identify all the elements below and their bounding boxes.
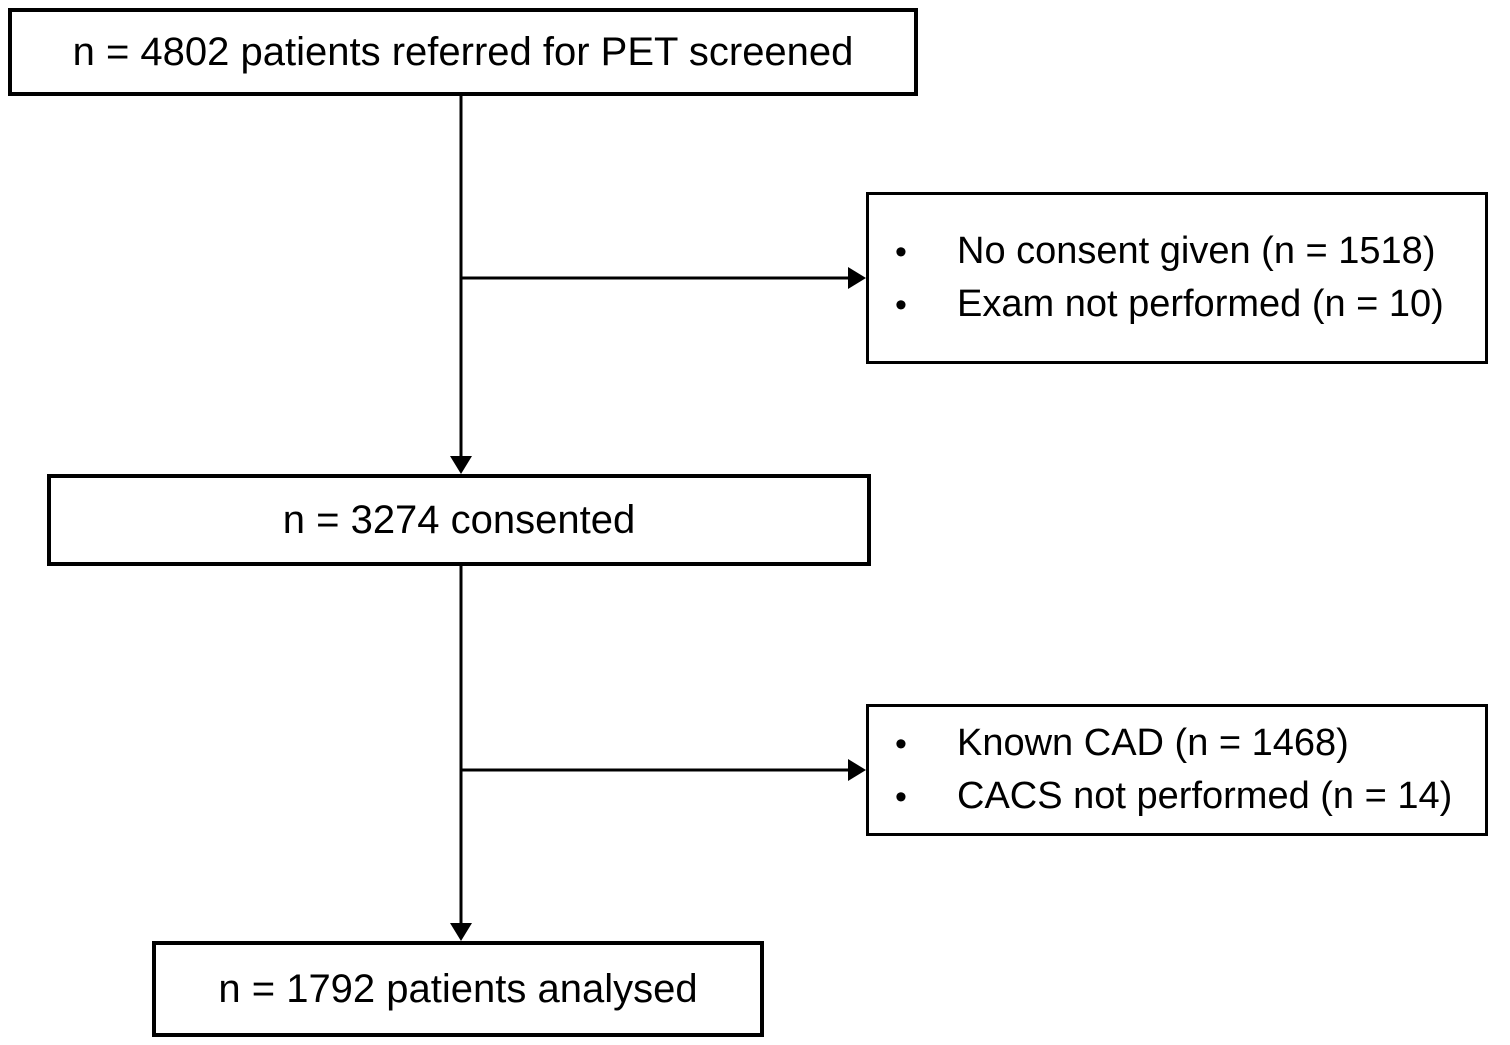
- exclusion-cacs-not-performed-label: CACS not performed (n = 14): [957, 775, 1453, 817]
- bullet-icon: •: [895, 725, 907, 763]
- list-item: • No consent given (n = 1518): [891, 225, 1475, 278]
- bullet-icon: •: [895, 233, 907, 271]
- bullet-icon: •: [895, 286, 907, 324]
- exclusion-known-cad-label: Known CAD (n = 1468): [957, 722, 1349, 764]
- analysed-box: n = 1792 patients analysed: [152, 941, 764, 1037]
- arrowhead-right-to-pre-consent-exclusions-icon: [848, 267, 866, 289]
- list-item: • Known CAD (n = 1468): [891, 717, 1475, 770]
- list-item: • CACS not performed (n = 14): [891, 770, 1475, 823]
- exclusion-exam-not-performed-label: Exam not performed (n = 10): [957, 283, 1444, 325]
- bullet-icon: •: [895, 778, 907, 816]
- consented-box: n = 3274 consented: [47, 474, 871, 566]
- consented-label: n = 3274 consented: [282, 498, 636, 542]
- pre-consent-exclusions-box: • No consent given (n = 1518) • Exam not…: [866, 192, 1488, 364]
- analysed-label: n = 1792 patients analysed: [218, 967, 698, 1011]
- screened-label: n = 4802 patients referred for PET scree…: [72, 30, 854, 74]
- list-item: • Exam not performed (n = 10): [891, 278, 1475, 331]
- arrowhead-right-to-post-consent-exclusions-icon: [848, 759, 866, 781]
- exclusion-no-consent-label: No consent given (n = 1518): [957, 230, 1436, 272]
- arrowhead-down-to-analysed-icon: [450, 923, 472, 941]
- arrowhead-down-to-consented-icon: [450, 456, 472, 474]
- post-consent-exclusions-box: • Known CAD (n = 1468) • CACS not perfor…: [866, 704, 1488, 836]
- screened-box: n = 4802 patients referred for PET scree…: [8, 8, 918, 96]
